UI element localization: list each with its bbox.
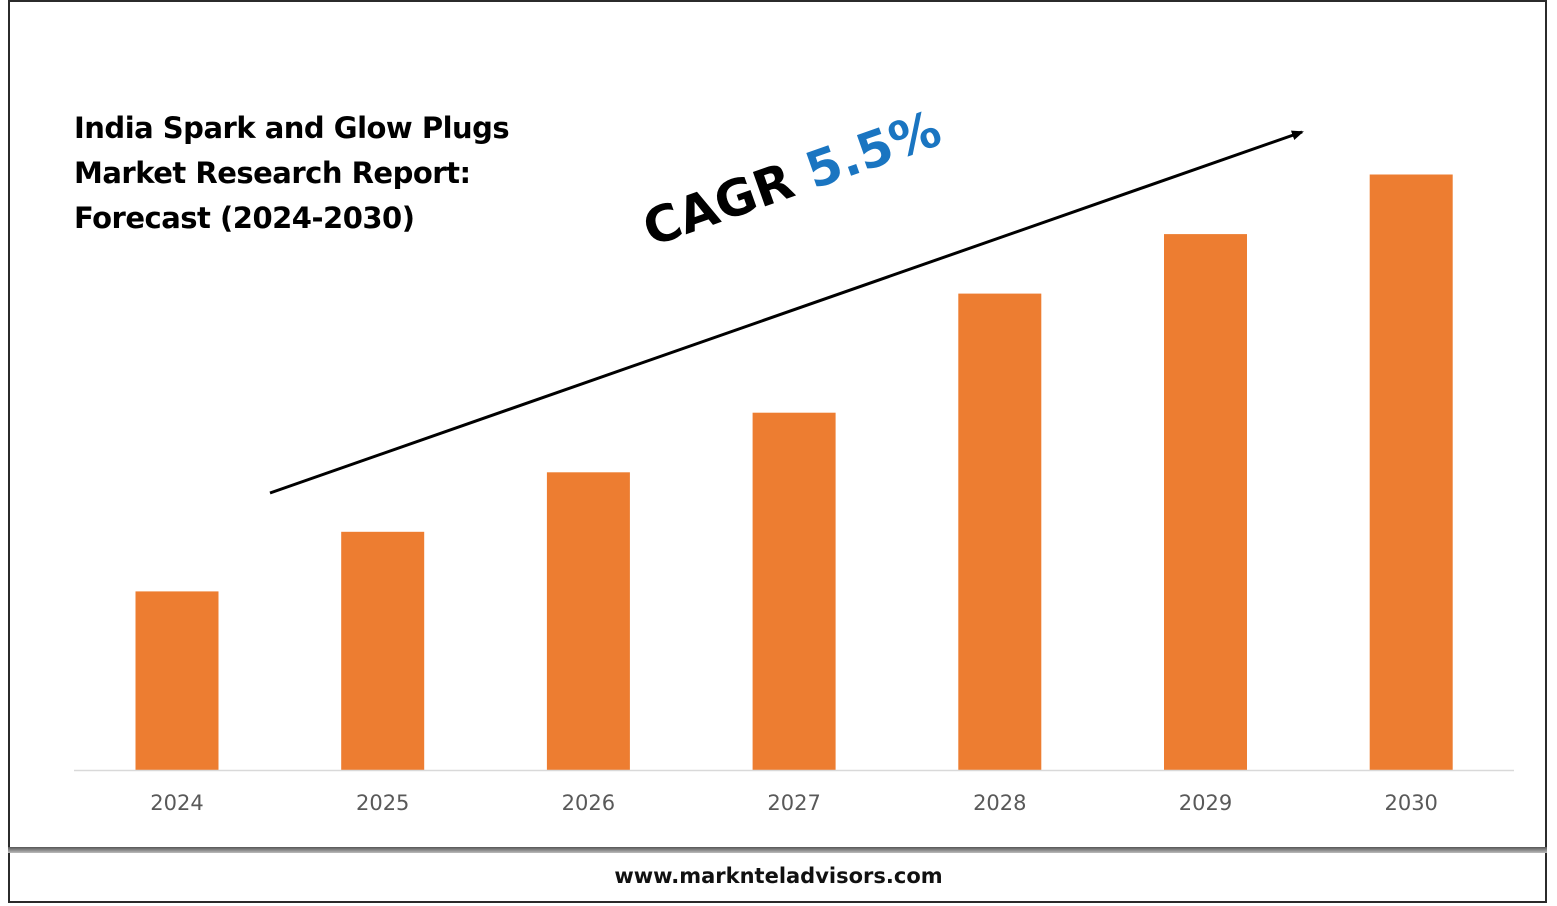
bar-2025 xyxy=(341,531,425,770)
x-tick-label-2030: 2030 xyxy=(1384,791,1437,815)
x-tick-labels: 2024 2025 2026 2027 2028 2029 2030 xyxy=(150,791,1438,815)
frame-divider xyxy=(8,847,1547,853)
bar-2027 xyxy=(752,412,836,770)
bar-2026 xyxy=(546,472,630,770)
footer-website[interactable]: www.marknteladvisors.com xyxy=(614,864,943,888)
growth-arrow xyxy=(269,130,1304,495)
footer-frame xyxy=(8,853,1547,903)
bars xyxy=(135,174,1453,771)
x-tick-label-2028: 2028 xyxy=(973,791,1026,815)
bar-2030 xyxy=(1369,174,1453,770)
bar-2028 xyxy=(958,293,1042,770)
x-tick-label-2025: 2025 xyxy=(356,791,409,815)
bar-2024 xyxy=(135,591,219,770)
x-tick-label-2027: 2027 xyxy=(767,791,820,815)
x-tick-label-2029: 2029 xyxy=(1179,791,1232,815)
bar-chart: 2024 2025 2026 2027 2028 2029 2030 xyxy=(74,130,1514,815)
x-tick-label-2024: 2024 xyxy=(150,791,203,815)
bar-2029 xyxy=(1164,234,1247,771)
x-tick-label-2026: 2026 xyxy=(562,791,615,815)
chart-title-line-1: India Spark and Glow Plugs xyxy=(74,111,510,145)
chart-title-line-3: Forecast (2024-2030) xyxy=(74,201,415,235)
chart-title-line-2: Market Research Report: xyxy=(74,156,471,190)
